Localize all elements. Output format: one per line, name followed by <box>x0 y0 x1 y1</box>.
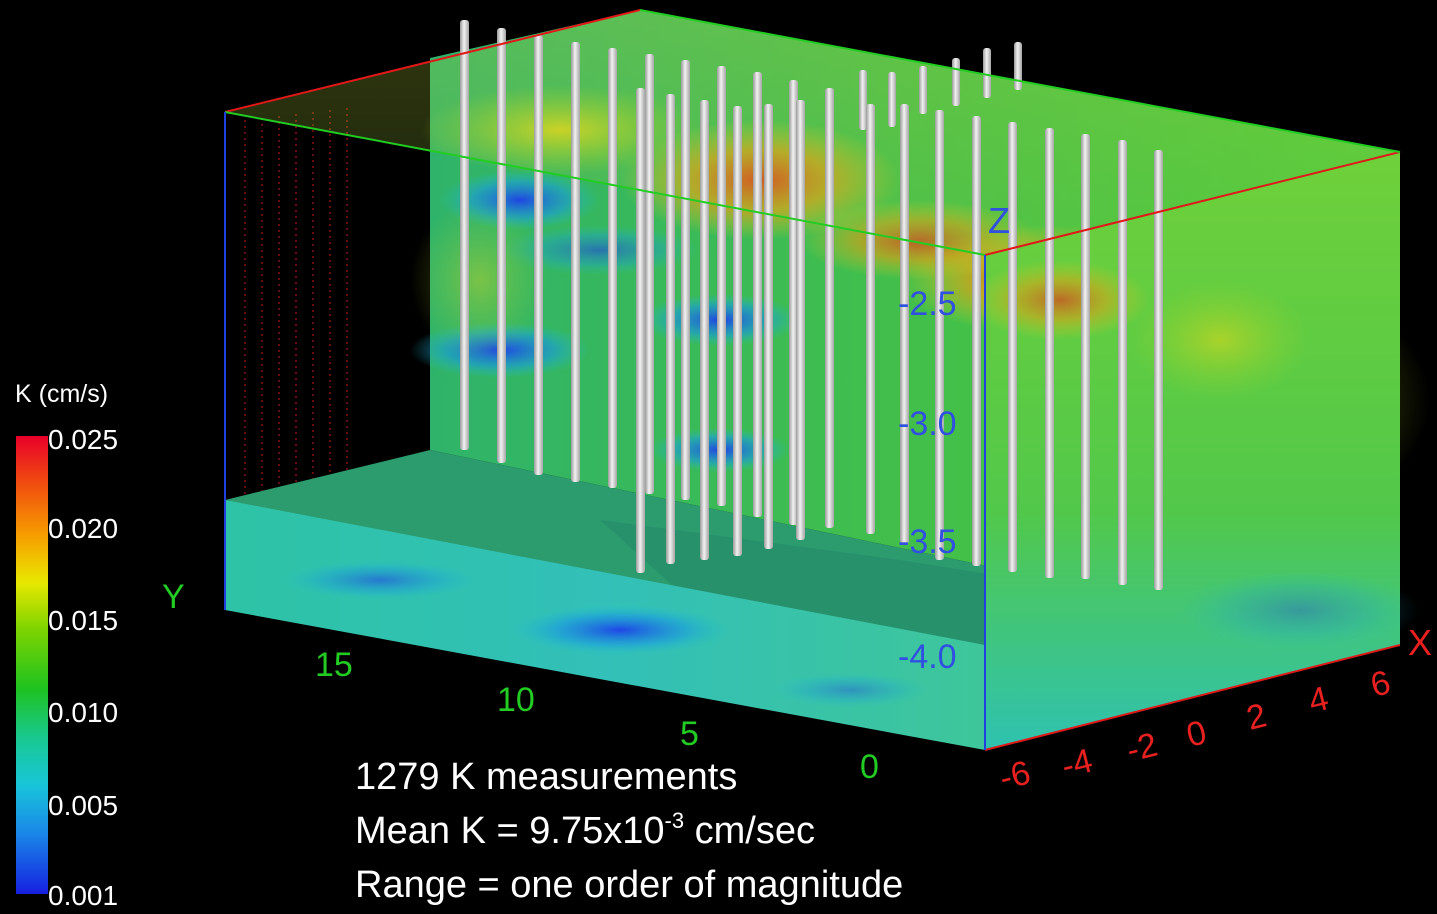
x-tick-m6: -6 <box>996 754 1035 798</box>
y-tick-0: 0 <box>860 748 879 786</box>
annotation-mean-k-exponent: -3 <box>664 808 685 833</box>
colorbar-tick-0-005: 0.005 <box>48 790 119 821</box>
y-tick-5: 5 <box>680 715 699 753</box>
x-tick-0: 0 <box>1183 713 1211 754</box>
top-face <box>225 10 1400 255</box>
x-tick-4: 4 <box>1305 679 1333 720</box>
annotation-mean-k: Mean K = 9.75x10-3 cm/sec <box>355 810 815 852</box>
hidden-gridlines <box>244 108 348 500</box>
z-tick-m3-0: -3.0 <box>898 405 957 443</box>
annotation-mean-k-unit: cm/sec <box>684 810 815 852</box>
colorbar-tick-0-015: 0.015 <box>48 605 119 636</box>
front-face <box>225 500 985 750</box>
y-tick-15: 15 <box>315 646 353 684</box>
annotation-mean-k-base: Mean K = 9.75x10 <box>355 810 665 852</box>
box-edges <box>224 9 1401 751</box>
z-axis: Z -2.5 -3.0 -3.5 -4.0 <box>898 200 1010 676</box>
annotation-measurements: 1279 K measurements <box>355 756 738 798</box>
colorbar-tick-0-001: 0.001 <box>48 880 119 911</box>
z-axis-label: Z <box>988 200 1010 241</box>
y-tick-10: 10 <box>497 681 535 719</box>
annotation-range: Range = one order of magnitude <box>355 864 904 906</box>
z-tick-m4-0: -4.0 <box>898 638 957 676</box>
z-tick-m2-5: -2.5 <box>898 285 957 323</box>
x-tick-6: 6 <box>1367 663 1395 704</box>
colorbar-tick-0-020: 0.020 <box>48 513 119 544</box>
x-tick-m2: -2 <box>1123 726 1162 770</box>
x-tick-2: 2 <box>1243 696 1271 737</box>
z-tick-m3-5: -3.5 <box>898 523 957 561</box>
y-axis: Y 15 10 5 0 <box>162 578 879 786</box>
x-axis-label: X <box>1408 622 1432 663</box>
y-axis-label: Y <box>162 578 185 616</box>
colorbar-gradient <box>16 436 48 894</box>
x-tick-m4: -4 <box>1058 742 1097 786</box>
colorbar-tick-0-025: 0.025 <box>48 424 119 455</box>
colorbar-tick-0-010: 0.010 <box>48 697 119 728</box>
colorbar-title: K (cm/s) <box>15 380 109 408</box>
